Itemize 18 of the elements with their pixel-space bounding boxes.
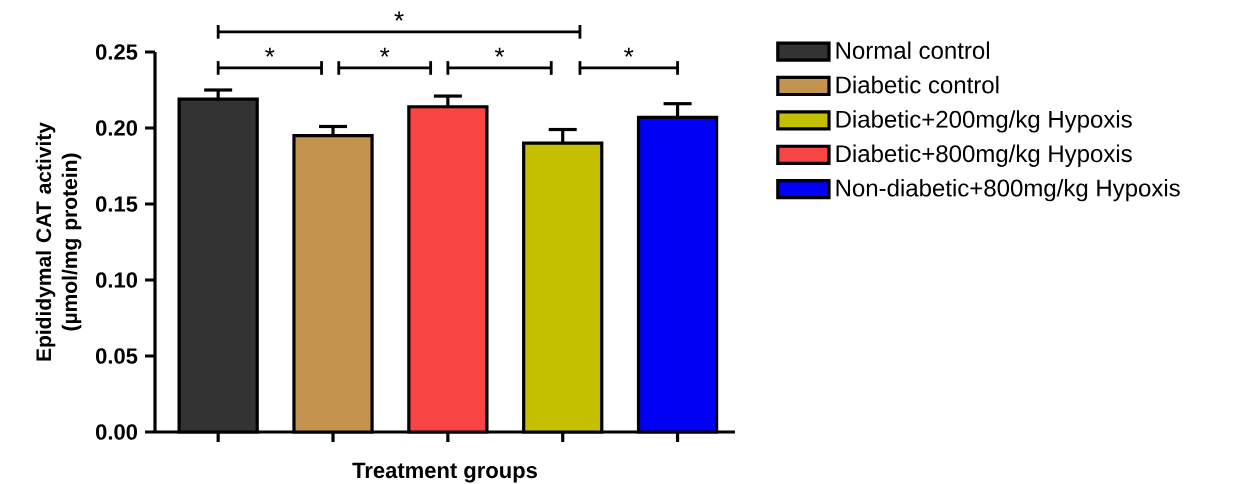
- legend-label: Diabetic control: [836, 75, 999, 94]
- annotation: *: [624, 47, 634, 57]
- y-tick-label: 0.10: [96, 272, 138, 288]
- legend-label: Normal control: [836, 41, 990, 60]
- y-axis-title: Epididymal CAT activity (µmol/mg protein): [35, 122, 82, 361]
- y-tick-label: 0.00: [96, 424, 138, 440]
- legend-label: Diabetic+800mg/kg Hypoxis: [836, 144, 1132, 167]
- x-axis-title: Treatment groups: [352, 462, 537, 483]
- annotation: *: [494, 47, 505, 57]
- y-tick-label: 0.15: [96, 196, 138, 212]
- y-tick-label: 0.20: [96, 120, 138, 136]
- text: *: [394, 11, 404, 21]
- y-tick-label: 0.25: [96, 44, 138, 60]
- annotation: *: [380, 47, 390, 57]
- annotation: *: [265, 47, 275, 57]
- y-tick-label: 0.05: [96, 348, 138, 364]
- legend-label: Diabetic+200mg/kg Hypoxis: [836, 110, 1132, 133]
- legend-label: Non-diabetic+800mg/kg Hypoxis: [836, 178, 1180, 202]
